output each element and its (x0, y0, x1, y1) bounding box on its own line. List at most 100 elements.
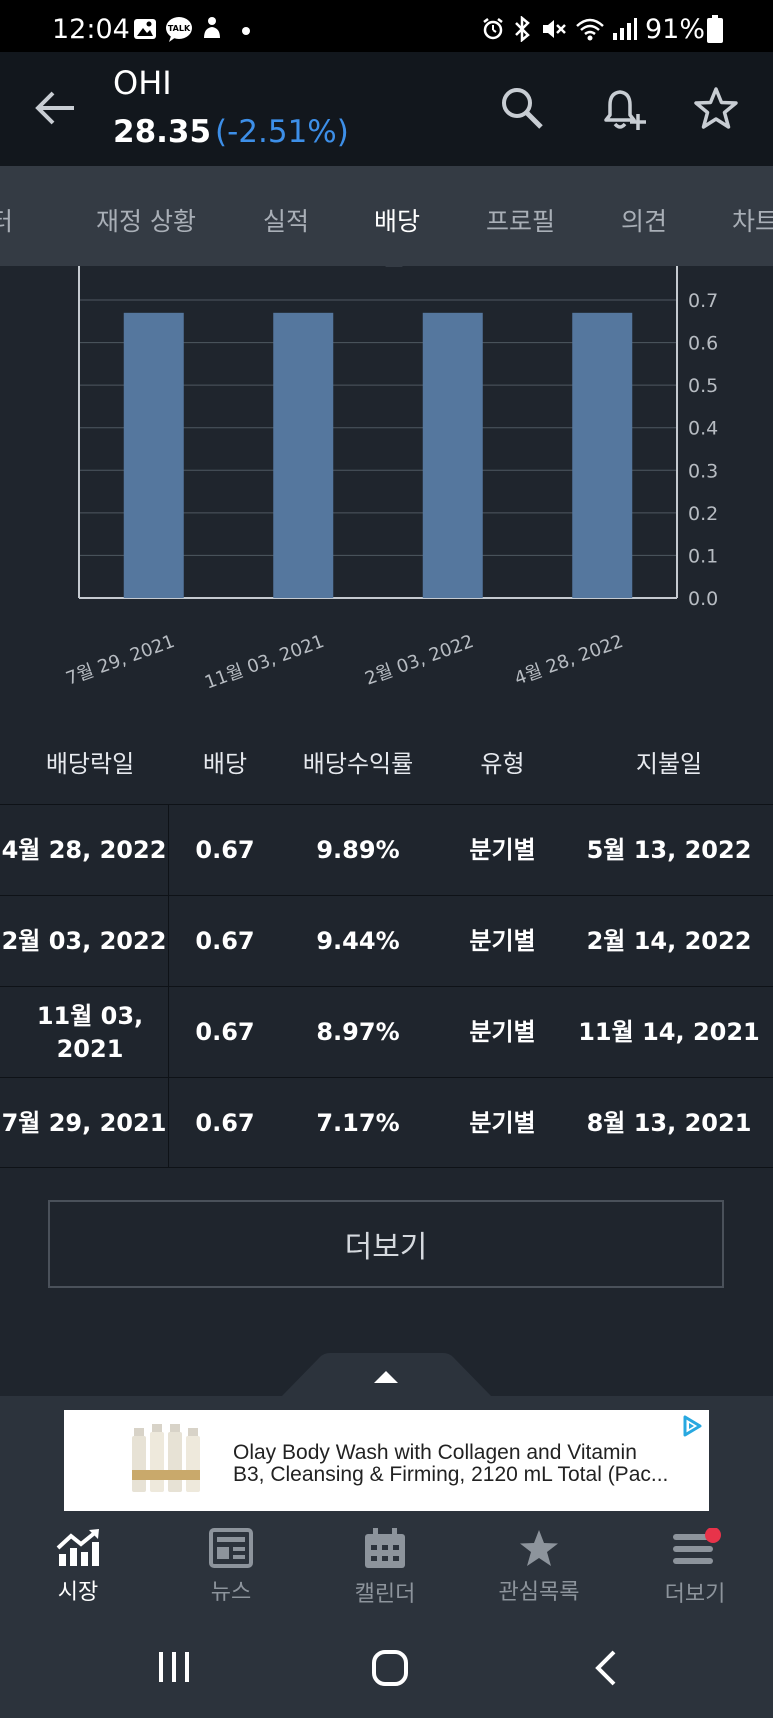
x-tick-label: 11월 03, 2021 (202, 631, 327, 694)
cell-type: 분기별 (469, 1018, 536, 1046)
table-column-divider (168, 804, 169, 1168)
cell-ex-date: 7월 29, 2021 (1, 1109, 167, 1137)
cell-yield: 9.89% (316, 836, 400, 864)
table-row: 4월 28, 2022 0.67 9.89% 분기별 5월 13, 2022 (0, 804, 773, 895)
cell-pay-date: 11월 14, 2021 (578, 1018, 760, 1046)
header-ex-dividend-date: 배당락일 (45, 750, 135, 778)
nav-more[interactable]: 더보기 (635, 1528, 755, 1608)
cell-dividend: 0.67 (195, 836, 255, 864)
tab-earnings[interactable]: 실적 (263, 207, 310, 236)
notification-badge (705, 1528, 721, 1543)
calendar-icon (365, 1528, 405, 1568)
status-bar: 12:04 TALK 91% (0, 0, 773, 52)
cell-ex-date: 2월 03, 2022 (1, 927, 167, 955)
market-chart-icon (56, 1529, 99, 1566)
status-time: 12:04 (52, 14, 130, 45)
battery-percentage: 91% (645, 14, 706, 45)
price-change-percent: (-2.51%) (215, 114, 349, 150)
nav-market[interactable]: 시장 (18, 1528, 138, 1608)
dot-icon (242, 27, 250, 35)
x-tick-label: 7월 29, 2021 (63, 631, 177, 690)
notification-icon (204, 17, 220, 38)
star-watchlist-icon[interactable] (693, 86, 739, 130)
stock-price: 28.35 (113, 114, 212, 150)
y-tick-label: 0.4 (688, 418, 718, 440)
active-tab-indicator (385, 259, 403, 267)
recent-apps-icon[interactable] (157, 1650, 191, 1684)
chart-bar (422, 312, 483, 598)
ad-choices-icon[interactable] (680, 1414, 704, 1438)
system-navigation-bar (0, 1616, 773, 1718)
nav-label-more: 더보기 (664, 1582, 726, 1607)
cell-dividend: 0.67 (195, 1109, 255, 1137)
nav-watchlist[interactable]: 관심목록 (479, 1528, 599, 1608)
add-alert-bell-icon[interactable] (600, 86, 648, 132)
tab-opinion[interactable]: 의견 (621, 207, 668, 236)
ad-line-1: Olay Body Wash with Collagen and Vitamin (233, 1442, 637, 1464)
nav-label-calendar: 캘린더 (354, 1582, 416, 1607)
y-tick-label: 0.0 (688, 588, 718, 610)
mute-icon (543, 20, 566, 38)
tab-partial-left[interactable]: 터 (0, 207, 14, 236)
cell-yield: 7.17% (316, 1109, 400, 1137)
cell-yield: 9.44% (316, 927, 400, 955)
home-icon[interactable] (371, 1649, 409, 1687)
battery-icon (707, 15, 723, 43)
header-yield: 배당수익률 (302, 750, 414, 778)
nav-news[interactable]: 뉴스 (171, 1528, 291, 1608)
nav-label-watchlist: 관심목록 (498, 1580, 580, 1605)
y-tick-label: 0.1 (688, 545, 718, 567)
y-tick-label: 0.2 (688, 503, 718, 525)
gallery-icon (134, 19, 156, 39)
news-icon (209, 1528, 253, 1568)
cell-pay-date: 5월 13, 2022 (586, 836, 752, 864)
tab-dividends[interactable]: 배당 (374, 207, 421, 236)
cell-ex-date: 11월 03, 2021 (36, 1001, 144, 1063)
cell-dividend: 0.67 (195, 927, 255, 955)
section-tabs: 터 재정 상황 실적 배당 프로필 의견 차트 (0, 166, 773, 266)
stock-ticker: OHI (113, 64, 172, 102)
dividend-bar-chart: 0.0 0.1 0.2 0.3 0.4 0.5 0.6 0.7 7월 29, 2021 11월 0… (63, 266, 718, 694)
search-icon[interactable] (500, 86, 544, 130)
star-icon (520, 1530, 558, 1566)
kakao-label: TALK (168, 24, 191, 33)
table-row: 7월 29, 2021 0.67 7.17% 분기별 8월 13, 2021 (0, 1077, 773, 1168)
back-icon[interactable] (594, 1649, 618, 1687)
kakaotalk-icon: TALK (166, 17, 192, 42)
ad-text: Olay Body Wash with Collagen and Vitamin… (233, 1442, 688, 1486)
header-pay-date: 지불일 (635, 750, 703, 778)
cell-pay-date: 8월 13, 2021 (586, 1109, 752, 1137)
y-tick-label: 0.3 (688, 460, 718, 482)
bluetooth-icon (515, 16, 530, 42)
product-image (126, 1422, 216, 1502)
header-dividend: 배당 (202, 750, 248, 778)
nav-calendar[interactable]: 캘린더 (325, 1528, 445, 1608)
show-more-button[interactable]: 더보기 (48, 1200, 724, 1288)
x-tick-label: 4월 28, 2022 (512, 631, 626, 690)
tab-financials[interactable]: 재정 상황 (96, 207, 196, 236)
table-row: 2월 03, 2022 0.67 9.44% 분기별 2월 14, 2022 (0, 895, 773, 986)
alarm-icon (483, 18, 503, 40)
chart-bar (123, 312, 184, 598)
cell-type: 분기별 (469, 1109, 536, 1137)
expand-panel-toggle[interactable] (280, 1353, 493, 1398)
cell-dividend: 0.67 (195, 1018, 255, 1046)
tab-chart-partial[interactable]: 차트 (732, 207, 773, 236)
cell-type: 분기별 (469, 927, 536, 955)
menu-icon (673, 1528, 721, 1564)
signal-icon (613, 18, 637, 40)
nav-label-market: 시장 (57, 1580, 99, 1605)
table-row: 11월 03, 2021 0.67 8.97% 분기별 11월 14, 2021 (0, 986, 773, 1077)
wifi-icon (576, 18, 604, 41)
dividend-chart: 0.0 0.1 0.2 0.3 0.4 0.5 0.6 0.7 7월 29, 2021 11월 0… (0, 266, 773, 696)
chart-bar (572, 312, 633, 598)
app-header: OHI 28.35 (-2.51%) (0, 52, 773, 166)
y-tick-label: 0.5 (688, 375, 718, 397)
chevron-up-icon (374, 1371, 398, 1383)
ad-banner[interactable]: Olay Body Wash with Collagen and Vitamin… (64, 1410, 709, 1511)
bottom-dock: Olay Body Wash with Collagen and Vitamin… (0, 1396, 773, 1616)
tab-profile[interactable]: 프로필 (486, 207, 556, 236)
nav-label-news: 뉴스 (210, 1580, 252, 1605)
back-arrow-icon[interactable] (34, 90, 76, 126)
y-tick-label: 0.7 (688, 290, 718, 312)
